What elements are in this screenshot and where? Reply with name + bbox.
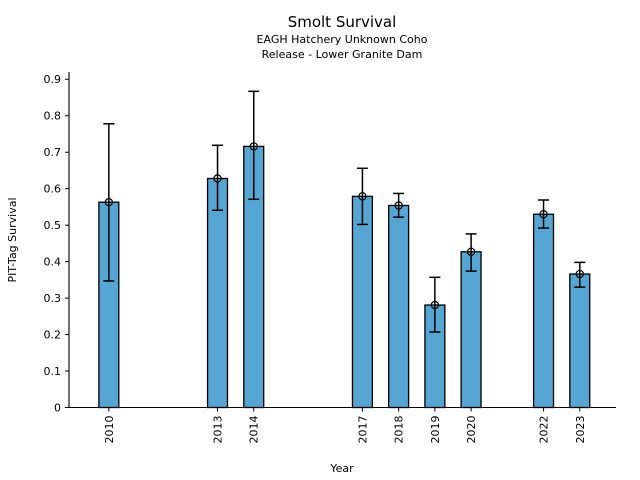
marker-2018 xyxy=(394,201,403,210)
x-tick-label: 2018 xyxy=(393,416,406,444)
marker-2017 xyxy=(358,192,367,201)
bar-2023 xyxy=(569,273,591,409)
y-tick-label: 0.4 xyxy=(44,255,62,268)
marker-2014 xyxy=(249,142,258,151)
chart-title: Smolt Survival xyxy=(288,13,397,31)
marker-2013 xyxy=(213,174,222,183)
marker-2023 xyxy=(575,269,584,279)
x-tick-label: 2022 xyxy=(538,416,551,444)
y-tick-label: 0.2 xyxy=(44,328,62,341)
x-tick-label: 2019 xyxy=(429,416,442,444)
x-axis-label: Year xyxy=(329,462,354,475)
marker-2019 xyxy=(430,300,440,310)
marker-2010 xyxy=(104,197,114,207)
bar-2017 xyxy=(351,195,374,409)
x-tick-label: 2014 xyxy=(248,416,261,444)
y-tick-label: 0.7 xyxy=(44,146,62,159)
x-tick-label: 2020 xyxy=(465,416,478,444)
y-tick-label: 0.6 xyxy=(44,182,62,195)
y-tick-label: 0 xyxy=(54,401,61,414)
plot-area: 0 0.1 0.2 0.3 0.4 0.5 0.6 0.7 0.8 0.9 2010 2013 2014… xyxy=(44,72,616,444)
chart-subtitle-line1: EAGH Hatchery Unknown Coho xyxy=(257,33,428,46)
marker-2022 xyxy=(539,210,548,219)
y-tick-label: 0.1 xyxy=(44,365,62,378)
x-tick-label: 2023 xyxy=(574,416,587,444)
x-tick-label: 2010 xyxy=(103,416,116,444)
y-tick-label: 0.3 xyxy=(44,292,62,305)
bar-2022 xyxy=(532,213,555,409)
bar-2013 xyxy=(206,177,229,409)
x-tick-label: 2017 xyxy=(356,416,369,444)
chart-subtitle-line2: Release - Lower Granite Dam xyxy=(262,48,423,61)
y-tick-label: 0.9 xyxy=(44,73,62,86)
marker-2020 xyxy=(466,247,476,256)
y-axis-label: PIT-Tag Survival xyxy=(6,197,19,282)
x-tick-label: 2013 xyxy=(212,416,225,444)
y-tick-label: 0.5 xyxy=(44,219,62,232)
bar-2020 xyxy=(460,251,482,409)
y-tick-label: 0.8 xyxy=(44,110,62,123)
bar-2018 xyxy=(388,204,410,409)
